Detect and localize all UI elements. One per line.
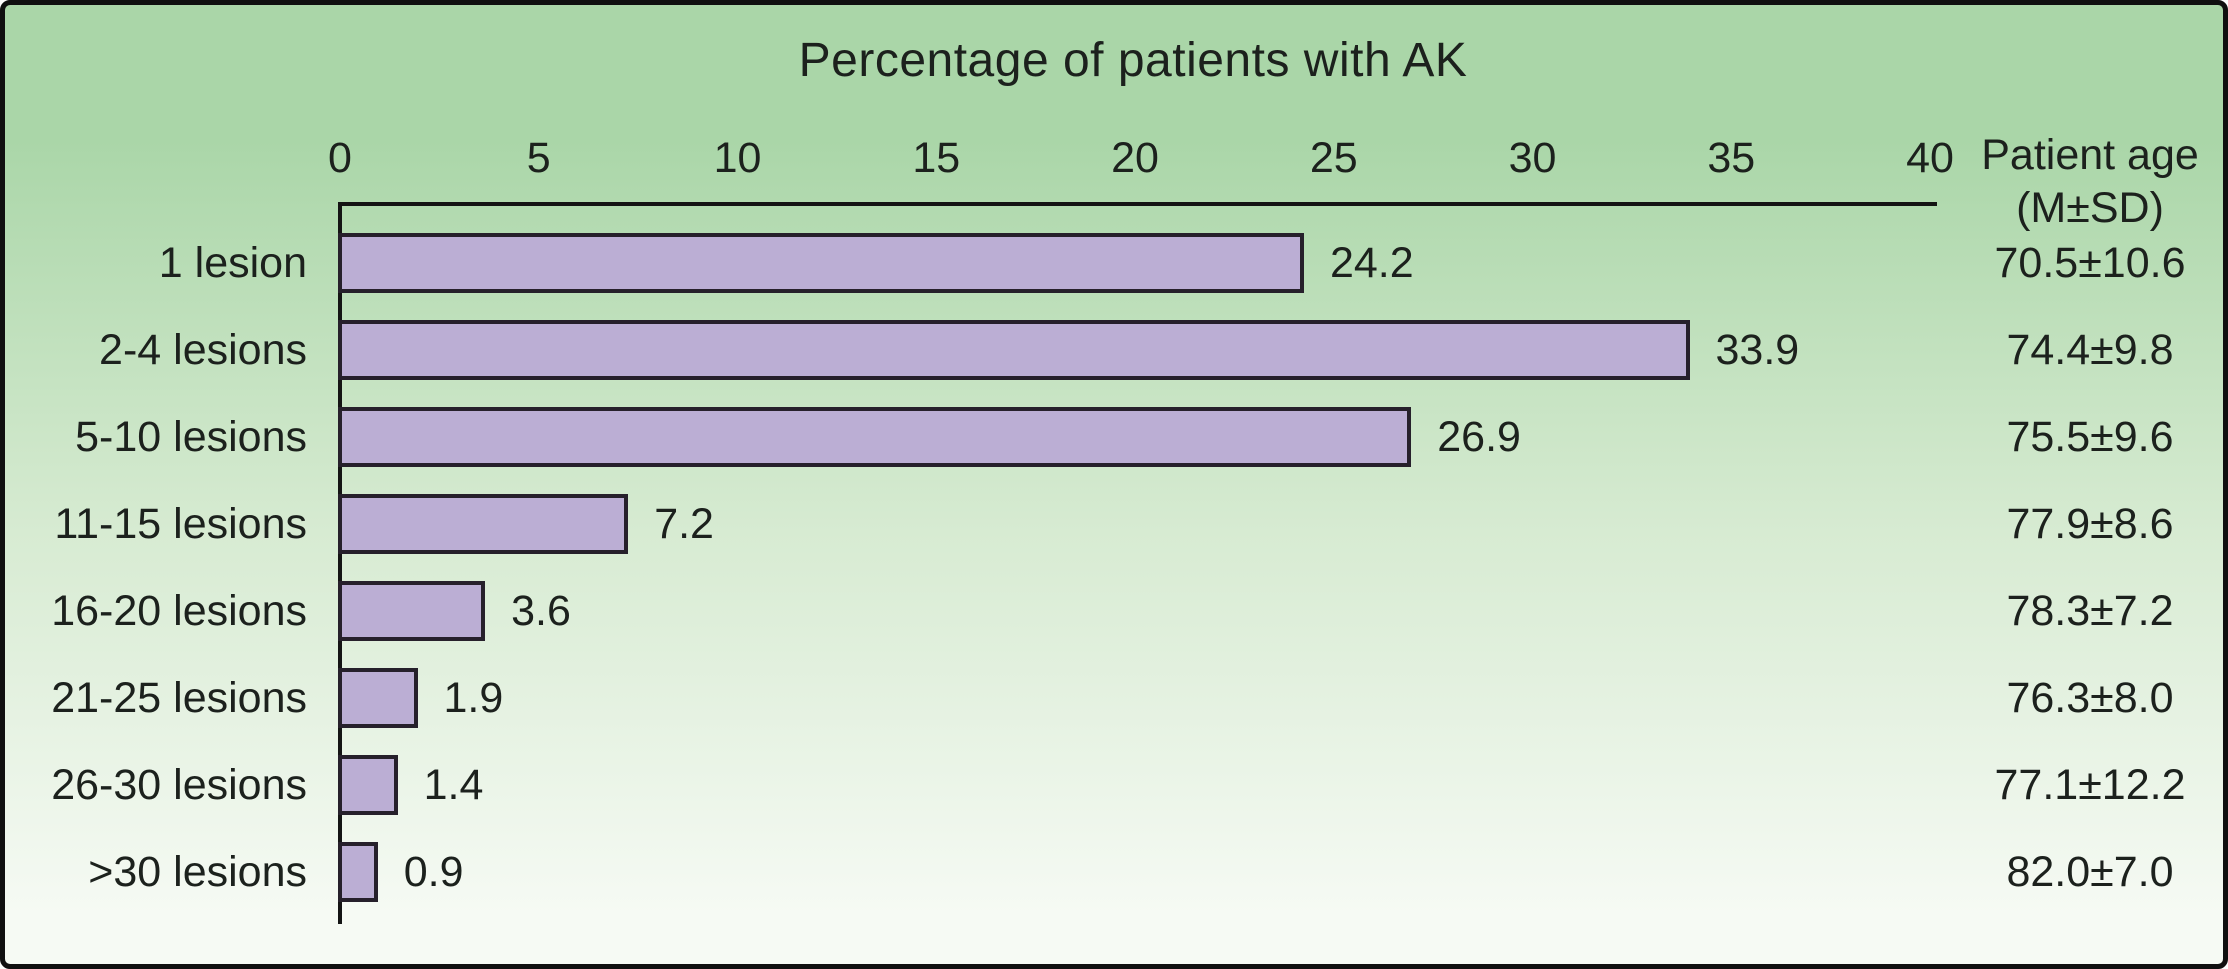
x-tick-label-40: 40 xyxy=(1906,134,1954,182)
patient-age-value: 70.5±10.6 xyxy=(1994,239,2186,287)
bar-value-label: 26.9 xyxy=(1437,413,1521,461)
category-label: 16-20 lesions xyxy=(51,587,307,635)
patient-age-value: 76.3±8.0 xyxy=(2006,674,2174,722)
bar xyxy=(338,581,486,641)
bar xyxy=(338,842,378,902)
patient-age-value: 82.0±7.0 xyxy=(2006,848,2174,896)
x-tick-label-20: 20 xyxy=(1111,134,1159,182)
y-axis-line xyxy=(338,202,342,924)
age-column-header: Patient age (M±SD) xyxy=(1960,129,2220,235)
category-label: >30 lesions xyxy=(88,848,307,896)
x-tick-label-10: 10 xyxy=(713,134,762,182)
x-tick-label-25: 25 xyxy=(1309,134,1358,182)
category-label: 5-10 lesions xyxy=(75,413,307,461)
bar xyxy=(338,668,418,728)
bar-value-label: 1.9 xyxy=(443,674,504,722)
patient-age-value: 77.1±12.2 xyxy=(1994,761,2186,809)
patient-age-value: 77.9±8.6 xyxy=(2006,500,2174,548)
x-tick-label-0: 0 xyxy=(328,134,352,182)
bar-value-label: 3.6 xyxy=(511,587,571,635)
bar xyxy=(338,407,1412,467)
bar xyxy=(338,320,1690,380)
bar xyxy=(338,494,629,554)
x-axis-line xyxy=(338,202,1937,206)
x-tick-label-35: 35 xyxy=(1707,134,1756,182)
bar-value-label: 1.4 xyxy=(423,761,484,809)
category-label: 11-15 lesions xyxy=(54,500,307,548)
patient-age-value: 75.5±9.6 xyxy=(2006,413,2174,461)
x-tick-label-30: 30 xyxy=(1508,134,1557,182)
x-tick-label-5: 5 xyxy=(526,134,551,182)
category-label: 1 lesion xyxy=(158,239,307,287)
category-label: 21-25 lesions xyxy=(51,674,307,722)
bar-value-label: 24.2 xyxy=(1329,239,1414,287)
bar-value-label: 33.9 xyxy=(1715,326,1800,374)
bar xyxy=(338,755,398,815)
category-label: 2-4 lesions xyxy=(99,326,307,374)
patient-age-value: 74.4±9.8 xyxy=(2006,326,2174,374)
bar-value-label: 0.9 xyxy=(403,848,464,896)
chart-title: Percentage of patients with AK xyxy=(798,34,1468,87)
bar xyxy=(338,233,1304,293)
age-column-header-line2: (M±SD) xyxy=(2016,184,2164,232)
x-tick-label-15: 15 xyxy=(912,134,961,182)
bar-value-label: 7.2 xyxy=(654,500,714,548)
age-column-header-line1: Patient age xyxy=(1981,131,2199,179)
patient-age-value: 78.3±7.2 xyxy=(2006,587,2174,635)
category-label: 26-30 lesions xyxy=(51,761,307,809)
